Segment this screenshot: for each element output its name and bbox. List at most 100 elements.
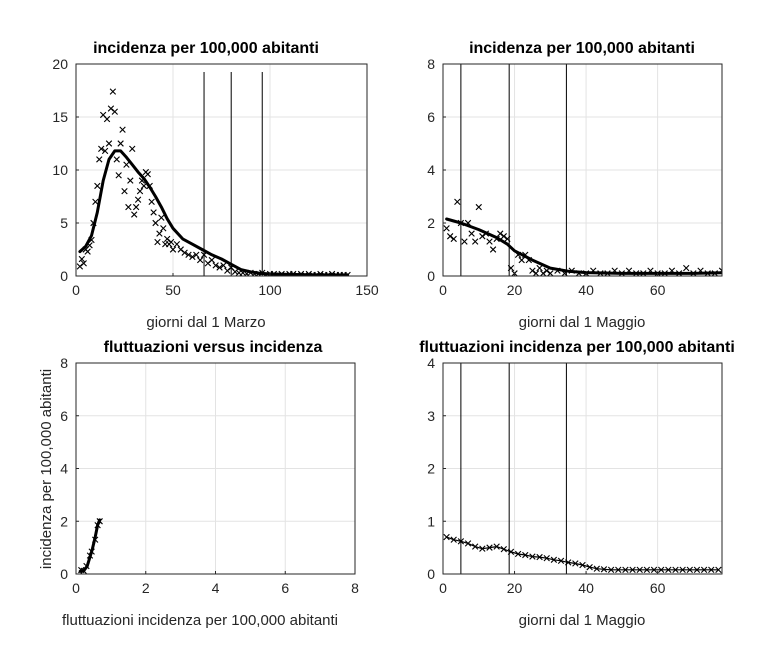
data-point	[185, 251, 192, 258]
data-point	[454, 198, 461, 205]
data-point	[479, 233, 486, 240]
data-point	[80, 260, 87, 267]
data-point	[196, 256, 204, 264]
y-tick-label: 0	[60, 566, 68, 582]
data-point	[536, 553, 543, 561]
x-tick-label: 0	[439, 282, 447, 298]
subplot-2: incidenza per 100,000 abitanti giorni da…	[427, 40, 723, 331]
data-point	[131, 211, 138, 218]
y-tick-label: 5	[60, 215, 68, 231]
subplot-3: fluttuazioni versus incidenza fluttuazio…	[38, 339, 359, 629]
data-point	[117, 140, 124, 147]
data-point	[125, 203, 132, 211]
data-point	[105, 140, 113, 147]
y-tick-label: 20	[52, 56, 68, 72]
data-point	[700, 566, 708, 573]
x-tick-label: 6	[281, 580, 289, 596]
y-tick-label: 2	[427, 461, 435, 477]
data-point	[156, 230, 163, 237]
subplot-4-title: fluttuazioni incidenza per 100,000 abita…	[419, 339, 735, 356]
data-point	[212, 262, 219, 269]
series-line	[78, 518, 102, 573]
data-point	[650, 566, 658, 573]
series-line	[445, 217, 722, 275]
x-tick-label: 150	[355, 282, 379, 298]
data-point	[550, 556, 558, 563]
data-point	[123, 161, 130, 168]
data-point	[154, 238, 161, 246]
data-point	[193, 251, 200, 258]
data-point	[103, 115, 111, 123]
y-tick-label: 0	[427, 566, 435, 582]
y-tick-label: 0	[427, 268, 435, 284]
data-point	[536, 264, 543, 272]
data-point	[565, 559, 572, 566]
data-point	[557, 557, 565, 565]
data-point	[507, 264, 515, 272]
data-point	[507, 548, 515, 556]
data-point	[111, 108, 118, 115]
data-point	[127, 177, 134, 184]
data-point	[636, 566, 643, 573]
data-point	[148, 198, 155, 205]
y-tick-label: 0	[60, 268, 68, 284]
x-tick-label: 60	[650, 580, 666, 596]
y-tick-label: 4	[427, 162, 435, 178]
data-point	[579, 561, 586, 569]
series-line	[78, 149, 350, 276]
data-point	[539, 270, 547, 276]
data-point	[132, 203, 140, 211]
y-tick-label: 3	[427, 408, 435, 424]
data-point	[443, 533, 450, 541]
data-point	[173, 241, 181, 248]
data-point	[150, 209, 157, 216]
data-point	[96, 156, 103, 163]
data-point	[140, 182, 148, 190]
y-tick-label: 8	[427, 56, 435, 72]
x-tick-label: 0	[439, 580, 447, 596]
x-tick-label: 20	[507, 580, 523, 596]
y-tick-label: 2	[60, 513, 68, 529]
data-point	[489, 246, 497, 253]
data-point	[518, 256, 525, 264]
x-tick-label: 60	[650, 282, 666, 298]
x-tick-label: 2	[142, 580, 150, 596]
data-point	[101, 147, 109, 155]
data-point	[615, 566, 622, 573]
subplot-1-title: incidenza per 100,000 abitanti	[93, 40, 319, 57]
data-point	[158, 214, 165, 221]
data-point	[181, 249, 188, 256]
data-point	[468, 230, 475, 237]
data-point	[672, 566, 679, 573]
data-point	[78, 255, 86, 263]
data-point	[208, 256, 215, 264]
subplot-2-xlabel: giorni dal 1 Maggio	[519, 314, 646, 331]
data-point	[152, 219, 159, 227]
data-point	[457, 538, 465, 545]
subplot-1: incidenza per 100,000 abitanti giorni da…	[52, 40, 378, 331]
data-point	[504, 235, 511, 243]
data-point	[450, 536, 457, 543]
y-tick-label: 10	[52, 162, 68, 178]
x-tick-label: 100	[258, 282, 282, 298]
data-point	[708, 566, 715, 573]
subplot-3-ylabel: incidenza per 100,000 abitanti	[38, 369, 55, 569]
subplot-4-xlabel: giorni dal 1 Maggio	[519, 612, 646, 629]
data-point	[472, 238, 479, 245]
data-point	[220, 262, 227, 269]
data-point	[450, 235, 457, 243]
data-point	[94, 182, 101, 190]
y-tick-label: 6	[427, 109, 435, 125]
x-tick-label: 40	[578, 580, 594, 596]
data-point	[113, 156, 120, 163]
data-point	[622, 566, 629, 573]
data-point	[119, 126, 126, 133]
data-point	[547, 270, 554, 276]
data-point	[493, 543, 500, 550]
data-point	[231, 268, 239, 275]
data-point	[98, 145, 105, 152]
data-point	[607, 566, 615, 573]
data-point	[475, 203, 482, 211]
data-point	[121, 188, 128, 195]
data-point	[167, 238, 175, 246]
